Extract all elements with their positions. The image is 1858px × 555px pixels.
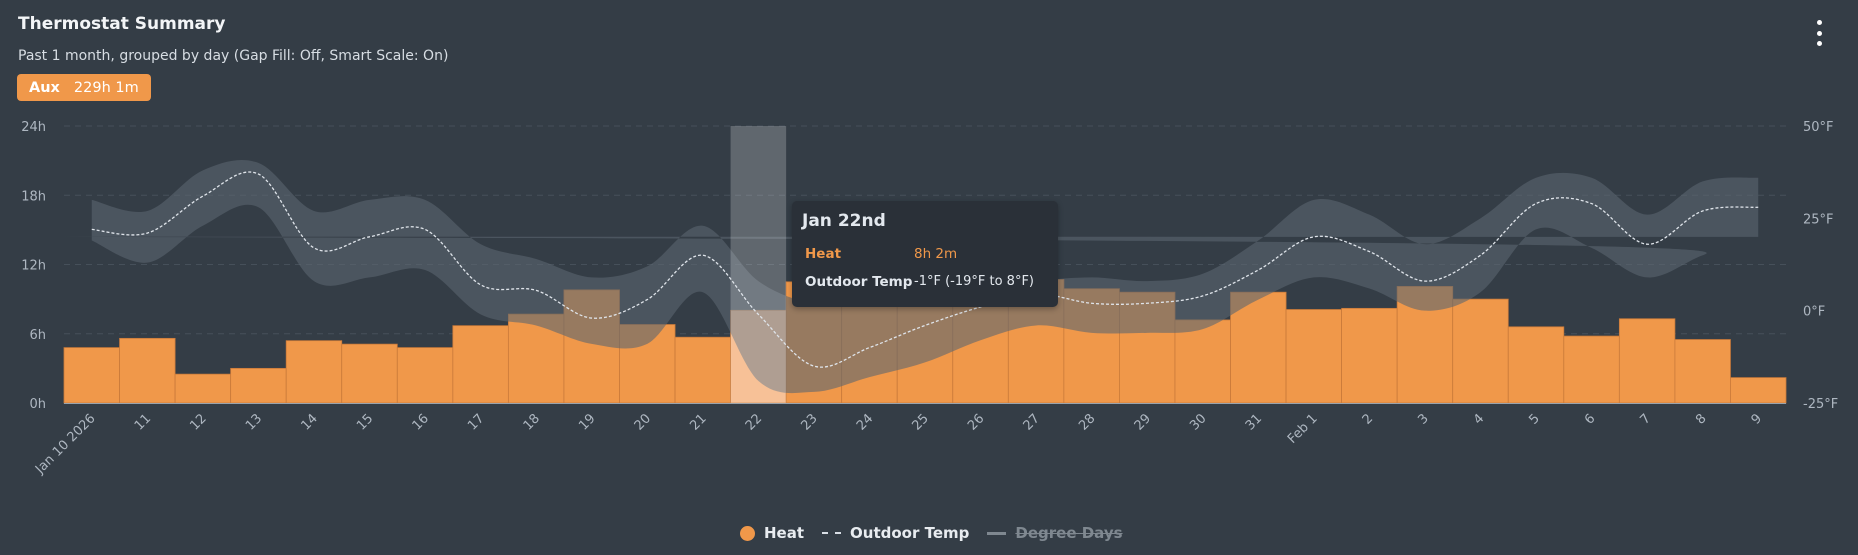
x-tick-label: 11 (132, 411, 154, 433)
card-title: Thermostat Summary (18, 14, 226, 34)
tooltip-temp-label: Outdoor Temp (805, 274, 913, 290)
heat-bar (452, 325, 509, 404)
x-tick-label: 6 (1582, 411, 1598, 427)
legend-label: Degree Days (1015, 524, 1123, 542)
aux-badge-value: 229h 1m (73, 79, 139, 96)
outdoor-temp-line (91, 171, 1759, 368)
y-right-tick-label: -25°F (1803, 397, 1838, 412)
temp-range-band (0, 160, 1759, 394)
heat-bar (119, 337, 176, 404)
x-tick-label: 15 (354, 411, 376, 433)
x-tick-label: 21 (687, 411, 709, 433)
heat-bar (1618, 318, 1676, 404)
tooltip-temp-value: -1°F (-19°F to 8°F) (914, 274, 1034, 289)
heat-bar (1730, 377, 1787, 404)
tooltip: Jan 22nd Heat 8h 2m Outdoor Temp -1°F (-… (792, 201, 1058, 307)
x-tick-label: 5 (1526, 411, 1542, 427)
tooltip-heat-value: 8h 2m (914, 246, 958, 262)
heat-bar (674, 336, 731, 404)
x-tick-label: 31 (1243, 411, 1265, 433)
x-tick-label: 14 (298, 411, 320, 433)
heat-bar (1174, 319, 1231, 404)
heat-bar (396, 347, 454, 404)
heat-bar (1563, 335, 1620, 404)
heat-bar (1452, 298, 1509, 404)
x-tick-label: 30 (1187, 411, 1209, 433)
more-vertical-icon[interactable] (1812, 20, 1826, 46)
x-tick-label: 26 (965, 411, 987, 433)
heat-bar (63, 347, 120, 404)
heat-bar (341, 343, 398, 404)
x-tick-label: 20 (632, 411, 654, 433)
thermostat-chart[interactable]: 0h 6h 12h 18h 24h -25°F 0°F 25°F 50°F Jan 10 2026… (0, 0, 1858, 510)
x-tick-label: 24 (854, 411, 876, 433)
solid-line-icon (987, 531, 1007, 535)
hover-highlight-column (730, 126, 787, 403)
heat-bar (285, 340, 343, 404)
legend-item-heat[interactable]: Heat (740, 524, 804, 542)
x-tick-label: 8 (1693, 411, 1709, 427)
x-tick-label: 18 (521, 411, 543, 433)
y-left-tick-label: 24h (21, 120, 46, 135)
x-tick-label: 27 (1021, 411, 1043, 433)
legend-item-outdoor-temp[interactable]: Outdoor Temp (822, 524, 969, 542)
x-tick-label: Feb 1 (1285, 411, 1321, 447)
x-tick-label: 9 (1749, 411, 1765, 427)
aux-badge-label: Aux (29, 79, 60, 96)
y-left-tick-label: 0h (29, 397, 46, 412)
y-left-tick-label: 18h (21, 189, 46, 204)
heat-bar (1341, 307, 1398, 404)
x-tick-label: Jan 10 2026 (32, 411, 98, 477)
x-tick-label: 22 (743, 411, 765, 433)
y-right-tick-label: 25°F (1803, 212, 1834, 227)
x-tick-label: 17 (465, 411, 487, 433)
x-tick-label: 23 (798, 411, 820, 433)
x-tick-label: 3 (1415, 411, 1431, 427)
x-tick-label: 29 (1132, 411, 1154, 433)
x-tick-label: 25 (910, 411, 932, 433)
x-tick-label: 28 (1076, 411, 1098, 433)
legend-item-degree-days[interactable]: Degree Days (987, 524, 1123, 542)
x-tick-label: 13 (243, 411, 265, 433)
card-subtitle: Past 1 month, grouped by day (Gap Fill: … (18, 48, 449, 64)
heat-bar (1507, 326, 1565, 404)
y-right-tick-label: 50°F (1803, 120, 1834, 135)
tooltip-date: Jan 22nd (802, 211, 886, 231)
dashed-line-icon (822, 532, 842, 534)
x-tick-label: 16 (410, 411, 432, 433)
tooltip-heat-label: Heat (805, 246, 842, 262)
y-right-tick-label: 0°F (1803, 305, 1825, 320)
legend: Heat Outdoor Temp Degree Days (740, 524, 1123, 542)
y-left-tick-label: 6h (29, 328, 46, 343)
heat-bar (174, 373, 232, 404)
x-tick-label: 4 (1471, 411, 1487, 427)
legend-label: Heat (764, 524, 805, 542)
heat-dot-icon (740, 525, 755, 541)
heat-bar (1285, 309, 1343, 404)
x-tick-label: 12 (187, 411, 209, 433)
legend-label: Outdoor Temp (850, 524, 970, 542)
aux-badge: Aux 229h 1m (17, 74, 151, 101)
x-tick-label: 2 (1360, 411, 1376, 427)
heat-bar (1674, 339, 1731, 404)
x-tick-label: 19 (576, 411, 598, 433)
heat-bar (230, 367, 287, 404)
x-tick-label: 7 (1637, 411, 1653, 427)
y-left-tick-label: 12h (21, 259, 46, 274)
